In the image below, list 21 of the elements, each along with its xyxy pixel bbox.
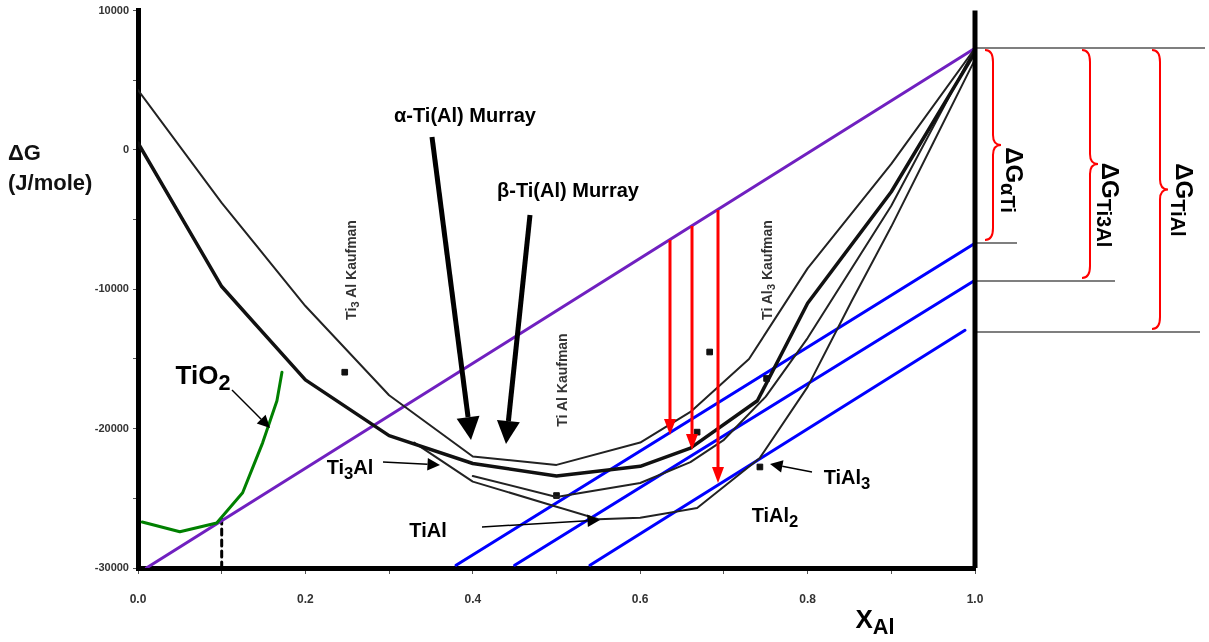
annotation: TiAl$_{3}$ bbox=[823, 466, 871, 494]
y-tick-label: 10000 bbox=[98, 3, 129, 16]
y-tick-label: -30000 bbox=[94, 561, 129, 574]
x-tick-label: 0.2 bbox=[297, 591, 315, 606]
annotation: TiAl bbox=[409, 518, 447, 542]
x-tick-label: 0.6 bbox=[631, 591, 649, 606]
annotation: Ti Al Kaufman bbox=[554, 333, 570, 427]
annotation: TiAl$_{2}$ bbox=[751, 504, 799, 532]
x-axis-title: X$_{Al}$ bbox=[855, 603, 895, 641]
annotation: β-Ti(Al) Murray bbox=[497, 178, 639, 202]
y-tick-label: 0 bbox=[122, 142, 129, 155]
x-tick-label: 0.4 bbox=[464, 591, 482, 606]
x-tick-label: 0.8 bbox=[799, 591, 817, 606]
y-tick-label: -20000 bbox=[94, 421, 129, 434]
x-tick-label: 0.0 bbox=[129, 591, 147, 606]
annotation: TiO$_{2}$ bbox=[175, 359, 231, 397]
y-tick-label: -10000 bbox=[94, 282, 129, 295]
annotation: Ti$_{3}$Al bbox=[326, 456, 374, 484]
y-axis-title: ΔG (J/mole) bbox=[8, 139, 94, 197]
annotation: α-Ti(Al) Murray bbox=[394, 103, 536, 127]
x-tick-label: 1.0 bbox=[966, 591, 984, 606]
